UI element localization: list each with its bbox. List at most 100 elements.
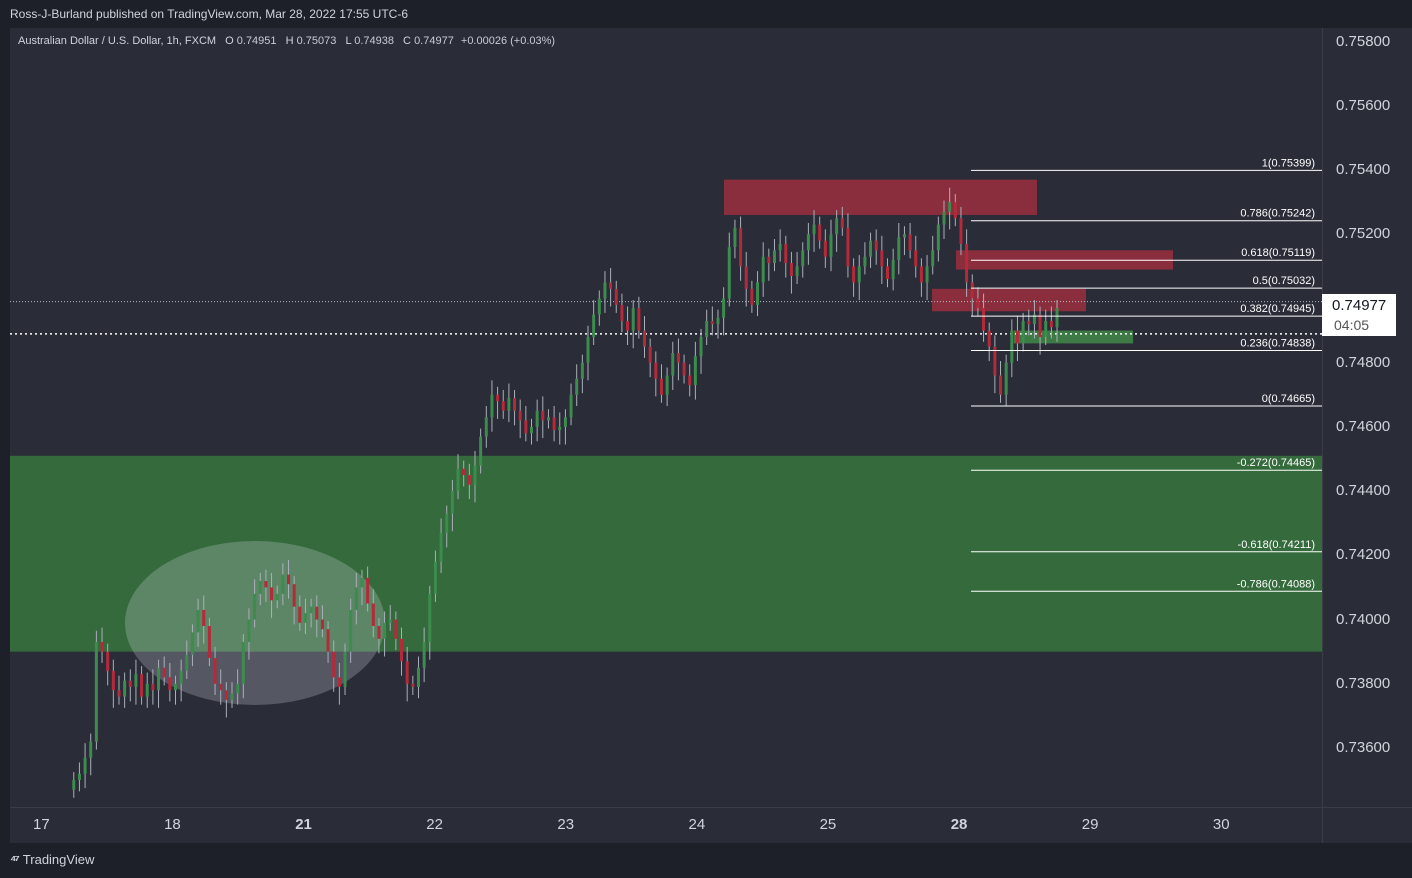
- time-tick-label: 22: [426, 816, 443, 833]
- price-tick-label: 0.73600: [1336, 739, 1391, 756]
- candle-body: [722, 298, 726, 318]
- candle-body: [518, 410, 522, 421]
- candle-body: [699, 336, 703, 357]
- candle-body: [270, 587, 274, 601]
- legend-low-value: 0.74938: [354, 35, 394, 47]
- candle-body: [1049, 320, 1053, 328]
- candle-body: [987, 330, 991, 347]
- candle-body: [168, 677, 172, 691]
- time-tick-label: 23: [557, 816, 575, 833]
- candle-body: [563, 417, 567, 427]
- candle-body: [224, 690, 228, 700]
- candle-body: [965, 243, 969, 283]
- candle-body: [1044, 320, 1048, 337]
- candle-body: [908, 234, 912, 251]
- price-tick-label: 0.74000: [1336, 610, 1391, 628]
- candle-body: [654, 362, 658, 379]
- candle-body: [332, 651, 336, 678]
- candle-body: [1038, 314, 1042, 337]
- candle-body: [190, 632, 194, 655]
- candle-body: [795, 266, 799, 276]
- candle-body: [202, 609, 206, 626]
- tradingview-brand[interactable]: ⁴⁷ TradingView: [10, 852, 94, 867]
- candle-body: [959, 218, 963, 244]
- candle-body: [953, 202, 957, 219]
- candle-body: [569, 394, 573, 418]
- candle-body: [880, 250, 884, 267]
- candle-body: [320, 619, 324, 630]
- candle-body: [253, 593, 257, 620]
- bar-countdown: 04:05: [1334, 317, 1370, 333]
- chart-plot-area[interactable]: 1(0.75399) 0.786(0.75242) 0.618(0.75119) 0.…: [10, 28, 1322, 807]
- price-tick-label: 0.74800: [1336, 353, 1391, 371]
- candle-body: [874, 240, 878, 251]
- candle-body: [416, 667, 420, 687]
- fib-level-label: 0.5(0.75032): [1253, 275, 1315, 287]
- candle-body: [145, 683, 149, 697]
- candle-body: [603, 282, 607, 299]
- candle-body: [614, 288, 618, 305]
- zone-supply: [932, 288, 1086, 312]
- candle-body: [94, 642, 98, 742]
- candle-body: [196, 609, 200, 633]
- price-tick-label: 0.75400: [1336, 161, 1391, 178]
- candle-body: [936, 224, 940, 251]
- candle-body: [840, 218, 844, 228]
- candle-body: [264, 581, 268, 588]
- candle-body: [83, 757, 87, 774]
- candle-body: [541, 410, 545, 421]
- fib-level-label: -0.272(0.74465): [1237, 457, 1315, 469]
- candle-body: [592, 314, 596, 337]
- candle-body: [546, 417, 550, 421]
- price-tick-label: 0.74400: [1336, 482, 1391, 500]
- candle-body: [558, 426, 562, 431]
- candle-body: [213, 658, 217, 684]
- candle-body: [377, 625, 381, 639]
- time-axis[interactable]: [10, 807, 1322, 844]
- candle-body: [772, 250, 776, 264]
- fib-level-label: 0(0.74665): [1262, 393, 1315, 405]
- candle-body: [914, 250, 918, 267]
- legend-close-label: C: [403, 35, 411, 47]
- candle-body: [134, 674, 138, 687]
- candle-body: [609, 282, 613, 289]
- fib-level-label: 0.786(0.75242): [1240, 208, 1315, 220]
- price-tick-label: 0.75200: [1336, 225, 1391, 243]
- candle-body: [744, 266, 748, 289]
- candle-body: [705, 320, 709, 337]
- legend-high-value: 0.75073: [296, 35, 337, 47]
- zone-supply: [724, 179, 1037, 215]
- time-tick-label: 28: [950, 816, 968, 833]
- candle-body: [298, 606, 302, 623]
- legend-change: +0.00026 (+0.03%): [460, 35, 556, 47]
- candle-body: [552, 417, 556, 431]
- zone-demand: [10, 455, 1322, 652]
- top-bar: Ross-J-Burland published on TradingView.…: [0, 0, 1412, 28]
- candle-body: [473, 465, 477, 485]
- candle-body: [117, 690, 121, 697]
- time-tick-label: 21: [295, 816, 312, 833]
- candle-body: [778, 243, 782, 251]
- candle-body: [151, 683, 155, 691]
- candle-body: [371, 603, 375, 626]
- fib-level-label: -0.786(0.74088): [1237, 578, 1315, 590]
- time-tick-label: 17: [33, 816, 50, 833]
- time-tick-label: 24: [688, 816, 706, 833]
- price-tick-label: 0.74600: [1336, 417, 1391, 435]
- chart-svg[interactable]: 1(0.75399) 0.786(0.75242) 0.618(0.75119) 0.…: [10, 28, 1322, 807]
- candle-body: [948, 202, 952, 212]
- candle-body: [349, 609, 353, 652]
- candle-body: [275, 593, 279, 601]
- candle-body: [326, 629, 330, 652]
- candle-body: [919, 266, 923, 283]
- price-tick-label: 0.73800: [1336, 674, 1391, 692]
- candle-body: [857, 266, 861, 283]
- legend-symbol: Australian Dollar / U.S. Dollar, 1h, FXC…: [18, 35, 217, 47]
- candle-body: [230, 693, 234, 700]
- candle-body: [1021, 320, 1025, 344]
- candle-body: [501, 401, 505, 411]
- candle-body: [157, 667, 161, 691]
- candle-body: [292, 584, 296, 607]
- candle-body: [784, 243, 788, 264]
- price-axis[interactable]: [1322, 28, 1412, 807]
